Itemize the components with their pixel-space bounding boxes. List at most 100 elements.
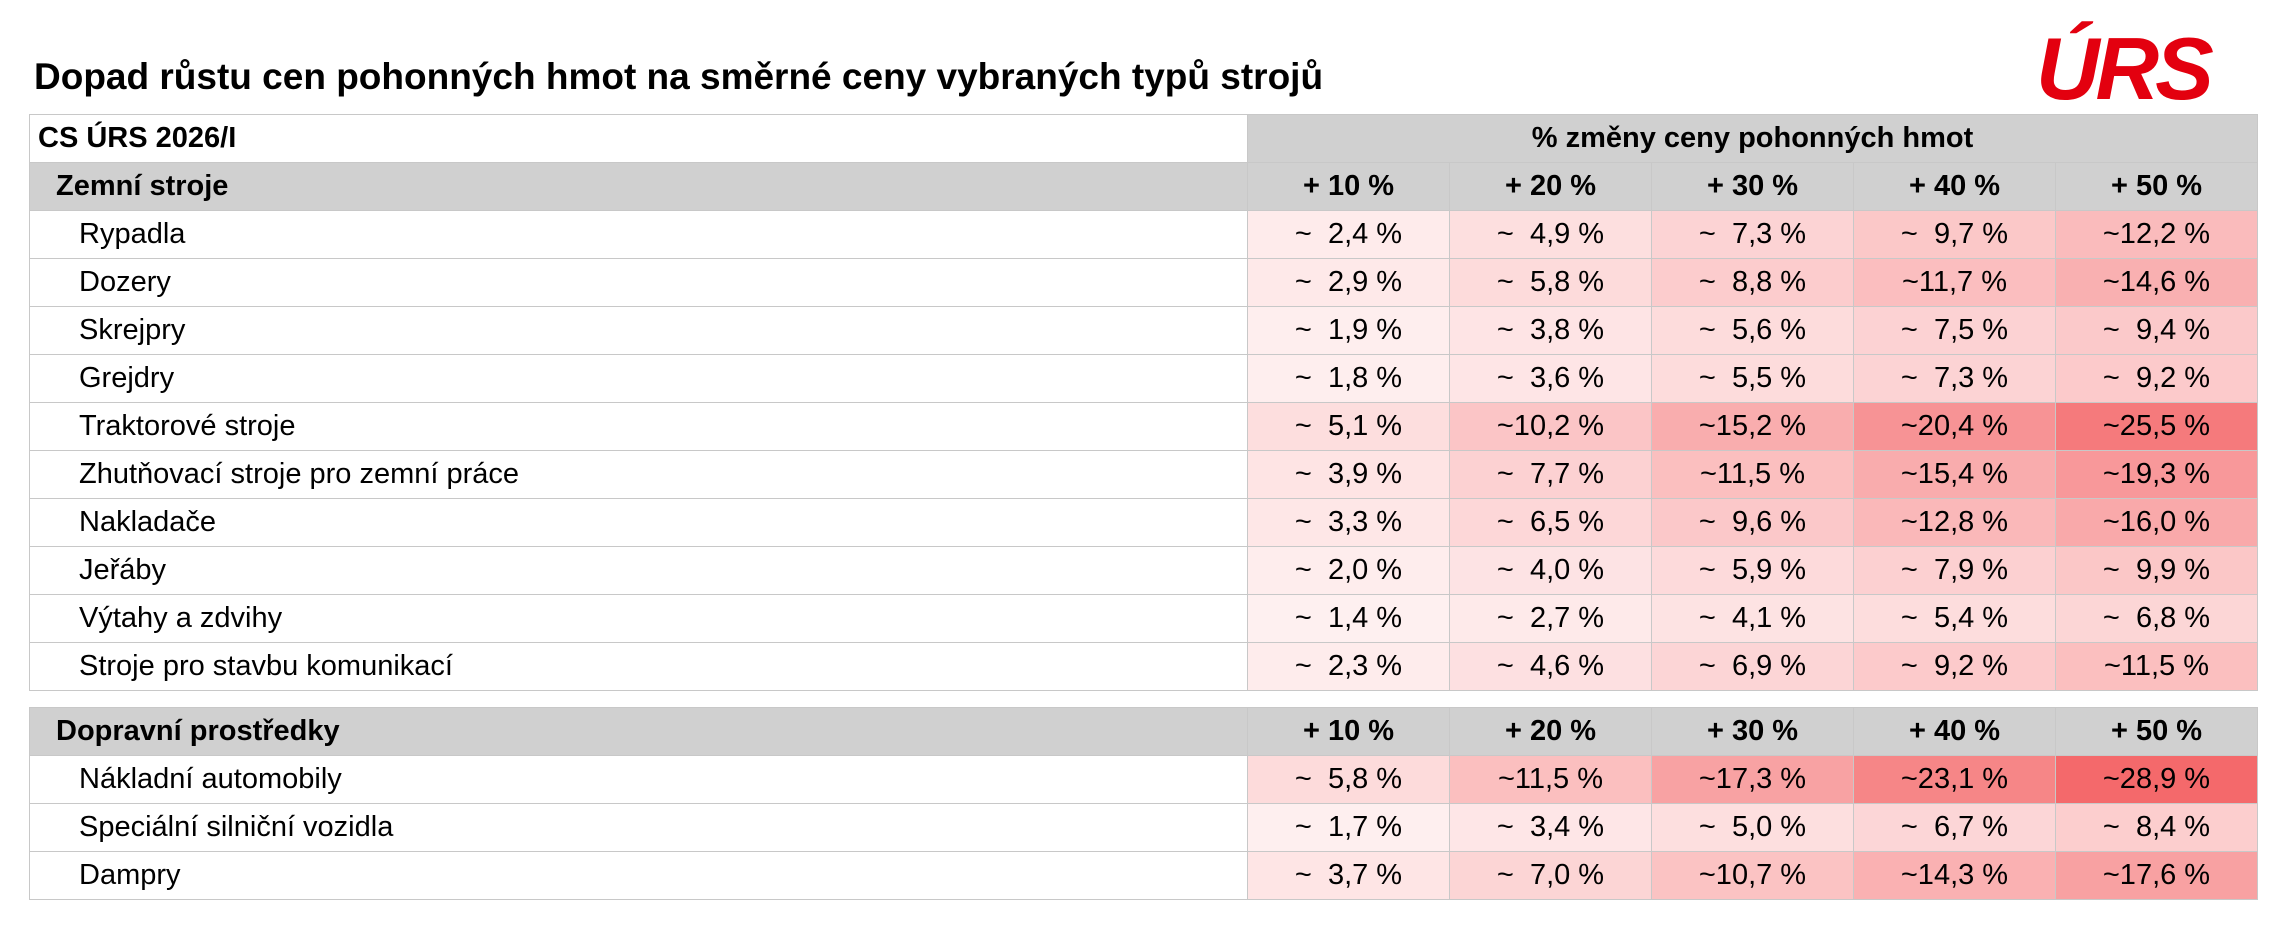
value-cell: ~12,8 % [1853,498,2056,547]
value-cell: ~12,2 % [2055,210,2258,259]
value-cell: ~ 5,6 % [1651,306,1854,355]
value-cell: ~ 1,4 % [1247,594,1450,643]
column-header: + 40 % [1853,707,2056,756]
section-header: Zemní stroje + 10 % + 20 % + 30 % + 40 % + 50… [29,162,2258,211]
row-label: Rypadla [29,210,1248,259]
data-row: Výtahy a zdvihy ~ 1,4 % ~ 2,7 % ~ 4,1 % ~ 5,… [29,594,2258,643]
value-cell: ~ 9,4 % [2055,306,2258,355]
section-header: Dopravní prostředky + 10 % + 20 % + 30 % + 4… [29,707,2258,756]
value-cell: ~ 6,5 % [1449,498,1652,547]
value-cell: ~14,3 % [1853,851,2056,900]
value-cell: ~ 5,5 % [1651,354,1854,403]
row-label: Nákladní automobily [29,755,1248,804]
value-cell: ~ 9,9 % [2055,546,2258,595]
row-label: Nakladače [29,498,1248,547]
row-label: Dozery [29,258,1248,307]
value-cell: ~16,0 % [2055,498,2258,547]
data-row: Nakladače ~ 3,3 % ~ 6,5 % ~ 9,6 % ~12,8 % ~16… [29,498,2258,547]
column-header: + 10 % [1247,707,1450,756]
value-cell: ~ 7,3 % [1853,354,2056,403]
value-cell: ~23,1 % [1853,755,2056,804]
value-cell: ~ 6,7 % [1853,803,2056,852]
value-cell: ~20,4 % [1853,402,2056,451]
value-cell: ~10,2 % [1449,402,1652,451]
data-row: Dozery ~ 2,9 % ~ 5,8 % ~ 8,8 % ~11,7 % ~14,6 … [29,258,2258,307]
data-row: Rypadla ~ 2,4 % ~ 4,9 % ~ 7,3 % ~ 9,7 % ~12,2… [29,210,2258,259]
value-cell: ~ 4,9 % [1449,210,1652,259]
column-header: + 40 % [1853,162,2056,211]
value-cell: ~15,2 % [1651,402,1854,451]
column-header: + 30 % [1651,707,1854,756]
row-label: Jeřáby [29,546,1248,595]
section-name: Zemní stroje [29,162,1248,211]
value-cell: ~19,3 % [2055,450,2258,499]
spacer-cell [1853,690,2056,708]
value-cell: ~ 1,8 % [1247,354,1450,403]
header-left: CS ÚRS 2026/I [29,114,1248,163]
value-cell: ~25,5 % [2055,402,2258,451]
value-cell: ~ 8,4 % [2055,803,2258,852]
title: Dopad růstu cen pohonných hmot na směrné… [34,56,1324,97]
value-cell: ~ 3,7 % [1247,851,1450,900]
row-label: Speciální silniční vozidla [29,803,1248,852]
data-row: Zhutňovací stroje pro zemní práce ~ 3,9 %… [29,450,2258,499]
value-cell: ~ 2,3 % [1247,642,1450,691]
value-cell: ~ 1,7 % [1247,803,1450,852]
value-cell: ~ 7,7 % [1449,450,1652,499]
value-cell: ~ 5,4 % [1853,594,2056,643]
row-label: Skrejpry [29,306,1248,355]
data-row: Speciální silniční vozidla ~ 1,7 % ~ 3,4 %… [29,803,2258,852]
row-label: Zhutňovací stroje pro zemní práce [29,450,1248,499]
value-cell: ~ 5,9 % [1651,546,1854,595]
value-cell: ~ 5,1 % [1247,402,1450,451]
value-cell: ~ 9,6 % [1651,498,1854,547]
value-cell: ~17,3 % [1651,755,1854,804]
value-cell: ~ 3,6 % [1449,354,1652,403]
data-row: Skrejpry ~ 1,9 % ~ 3,8 % ~ 5,6 % ~ 7,5 % ~ 9,… [29,306,2258,355]
row-label: Traktorové stroje [29,402,1248,451]
value-cell: ~ 2,0 % [1247,546,1450,595]
value-cell: ~ 6,8 % [2055,594,2258,643]
value-cell: ~ 2,9 % [1247,258,1450,307]
header-row: CS ÚRS 2026/I% změny ceny pohonných hmot [29,114,2258,163]
value-cell: ~ 7,9 % [1853,546,2056,595]
spacer-cell [2055,690,2258,708]
row-label: Dampry [29,851,1248,900]
value-cell: ~11,7 % [1853,258,2056,307]
spacer-cell [1247,690,1450,708]
value-cell: ~ 9,7 % [1853,210,2056,259]
row-label: Stroje pro stavbu komunikací [29,642,1248,691]
value-cell: ~ 1,9 % [1247,306,1450,355]
value-cell: ~ 3,8 % [1449,306,1652,355]
data-row: Traktorové stroje ~ 5,1 % ~10,2 % ~15,2 % ~2… [29,402,2258,451]
value-cell: ~17,6 % [2055,851,2258,900]
spacer-row [29,690,2258,708]
value-cell: ~10,7 % [1651,851,1854,900]
spacer-cell [29,690,1248,708]
value-cell: ~ 2,4 % [1247,210,1450,259]
value-cell: ~ 9,2 % [1853,642,2056,691]
data-row: Nákladní automobily ~ 5,8 % ~11,5 % ~17,3 %… [29,755,2258,804]
value-cell: ~14,6 % [2055,258,2258,307]
section-name: Dopravní prostředky [29,707,1248,756]
value-cell: ~ 8,8 % [1651,258,1854,307]
value-cell: ~ 7,5 % [1853,306,2056,355]
table: CS ÚRS 2026/I% změny ceny pohonných hmot… [29,114,2258,900]
data-row: Jeřáby ~ 2,0 % ~ 4,0 % ~ 5,9 % ~ 7,9 % ~ 9,9 … [29,546,2258,595]
value-cell: ~ 5,8 % [1247,755,1450,804]
value-cell: ~11,5 % [1651,450,1854,499]
value-cell: ~ 6,9 % [1651,642,1854,691]
value-cell: ~ 5,0 % [1651,803,1854,852]
value-cell: ~ 2,7 % [1449,594,1652,643]
column-header: + 20 % [1449,162,1652,211]
column-header: + 30 % [1651,162,1854,211]
value-cell: ~28,9 % [2055,755,2258,804]
value-cell: ~ 3,4 % [1449,803,1652,852]
value-cell: ~11,5 % [1449,755,1652,804]
value-cell: ~ 5,8 % [1449,258,1652,307]
data-row: Grejdry ~ 1,8 % ~ 3,6 % ~ 5,5 % ~ 7,3 % ~ 9,2… [29,354,2258,403]
spacer-cell [1651,690,1854,708]
value-cell: ~15,4 % [1853,450,2056,499]
spacer-cell [1449,690,1652,708]
column-header: + 10 % [1247,162,1450,211]
